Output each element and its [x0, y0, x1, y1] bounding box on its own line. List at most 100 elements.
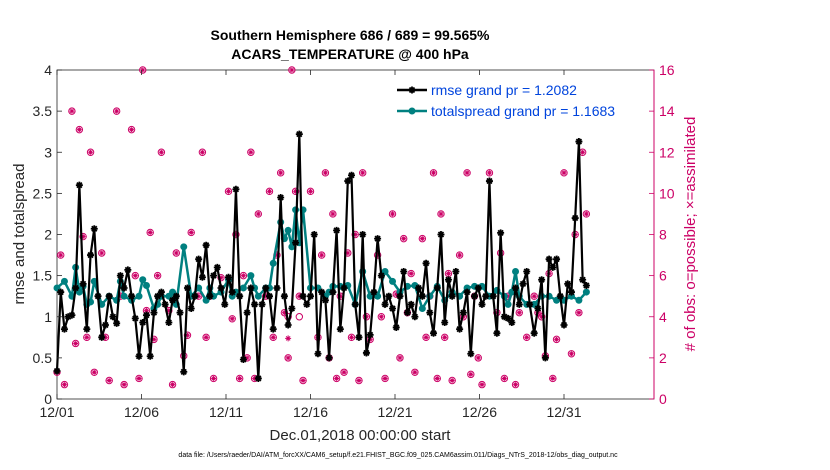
- rmse-point: [146, 352, 154, 360]
- obs-possible-circle: [295, 313, 304, 321]
- rmse-point: [512, 284, 520, 292]
- rmse-point: [504, 314, 512, 322]
- rmse-point: [288, 305, 296, 313]
- rmse-point: [176, 309, 184, 317]
- rmse-point: [161, 300, 169, 308]
- rmse-point: [295, 130, 303, 138]
- obs-possible-point: [209, 374, 218, 383]
- obs-possible-point: [235, 374, 244, 383]
- rmse-point: [299, 292, 307, 300]
- obs-possible-point: [340, 368, 348, 376]
- rmse-point: [120, 284, 128, 292]
- rmse-point: [336, 325, 344, 333]
- rmse-point: [508, 319, 516, 327]
- spread-point: [504, 300, 512, 308]
- rmse-point: [534, 305, 542, 313]
- rmse-point: [437, 231, 445, 238]
- rmse-point: [526, 300, 534, 308]
- chart-subtitle: ACARS_TEMPERATURE @ 400 hPa: [231, 46, 469, 62]
- y-tick-label: 3: [44, 144, 52, 160]
- rmse-point: [128, 292, 136, 300]
- spread-point: [582, 288, 590, 296]
- rmse-point: [321, 296, 329, 304]
- rmse-point: [109, 313, 117, 321]
- rmse-point: [116, 272, 124, 280]
- rmse-point: [224, 273, 232, 281]
- obs-possible-point: [441, 333, 449, 342]
- rmse-point: [303, 300, 311, 308]
- obs-possible-point: [478, 380, 486, 389]
- rmse-point: [314, 350, 322, 358]
- y-tick-label: 0.5: [33, 350, 53, 366]
- rmse-point: [459, 309, 467, 317]
- legend-rmse-label: rmse grand pr = 1.2082: [431, 82, 577, 98]
- rmse-point: [206, 292, 214, 300]
- obs-possible-point: [168, 380, 177, 389]
- rmse-point: [98, 333, 106, 341]
- obs-possible-point: [202, 333, 210, 342]
- rmse-point: [150, 309, 158, 317]
- rmse-point: [471, 292, 479, 300]
- obs-possible-point: [355, 376, 363, 385]
- spread-point: [389, 277, 397, 285]
- legend-spread-label: totalspread grand pr = 1.1683: [431, 103, 615, 119]
- rmse-point: [265, 292, 273, 300]
- x-tick-label: 12/11: [209, 404, 243, 420]
- rmse-point: [564, 280, 572, 288]
- rmse-point: [538, 276, 546, 284]
- rmse-point: [519, 280, 527, 288]
- rmse-point: [389, 305, 397, 313]
- obs-possible-point: [187, 228, 195, 237]
- obs-possible-point: [433, 374, 441, 383]
- y2-tick-label: 10: [659, 185, 675, 201]
- rmse-point: [307, 292, 314, 300]
- rmse-point: [87, 251, 95, 259]
- rmse-point: [430, 329, 438, 337]
- obs-possible-point: [153, 271, 162, 280]
- rmse-point: [493, 329, 501, 337]
- rmse-point: [83, 325, 91, 333]
- y-tick-label: 4: [44, 62, 52, 78]
- legend: rmse grand pr = 1.2082 totalspread grand…: [397, 82, 615, 119]
- y-tick-label: 1: [44, 309, 52, 325]
- rmse-point: [411, 313, 419, 321]
- y2-tick-label: 8: [659, 227, 667, 243]
- rmse-point: [251, 300, 259, 308]
- obs-possible-point: [112, 107, 121, 115]
- rmse-point: [444, 276, 452, 284]
- y-axis-right: 0 2 4 6 8 10 12 14 16: [649, 62, 675, 407]
- obs-possible-point: [567, 350, 576, 358]
- rmse-point: [579, 276, 587, 284]
- spread-point: [512, 268, 520, 276]
- rmse-point: [157, 288, 165, 296]
- rmse-point: [567, 288, 575, 296]
- rmse-point: [515, 300, 523, 308]
- obs-possible-point: [228, 315, 236, 323]
- obs-possible-point: [418, 234, 427, 243]
- chart-title: Southern Hemisphere 686 / 689 = 99.565%: [211, 27, 491, 43]
- obs-possible-point: [515, 308, 523, 317]
- rmse-point: [254, 374, 262, 382]
- rmse-point: [403, 309, 411, 317]
- obs-possible-point: [276, 169, 285, 177]
- rmse-point: [582, 281, 590, 289]
- rmse-point: [385, 292, 393, 300]
- x-tick-label: 12/16: [293, 404, 328, 420]
- obs-possible-point: [347, 333, 356, 342]
- rmse-point: [497, 229, 505, 237]
- obs-possible-point: [396, 354, 404, 362]
- spread-point: [60, 277, 68, 285]
- obs-possible-point: [329, 210, 337, 218]
- spread-point: [247, 272, 255, 280]
- obs-possible-point: [552, 335, 561, 344]
- spread-point: [180, 243, 188, 251]
- obs-possible-point: [90, 368, 98, 376]
- rmse-point: [433, 284, 441, 292]
- rmse-point: [374, 235, 382, 243]
- y2-tick-label: 0: [659, 391, 667, 407]
- rmse-point: [467, 350, 475, 358]
- rmse-point: [221, 300, 229, 308]
- obs-possible-point: [530, 292, 538, 300]
- spread-point: [284, 226, 292, 234]
- obs-possible-point: [411, 368, 419, 376]
